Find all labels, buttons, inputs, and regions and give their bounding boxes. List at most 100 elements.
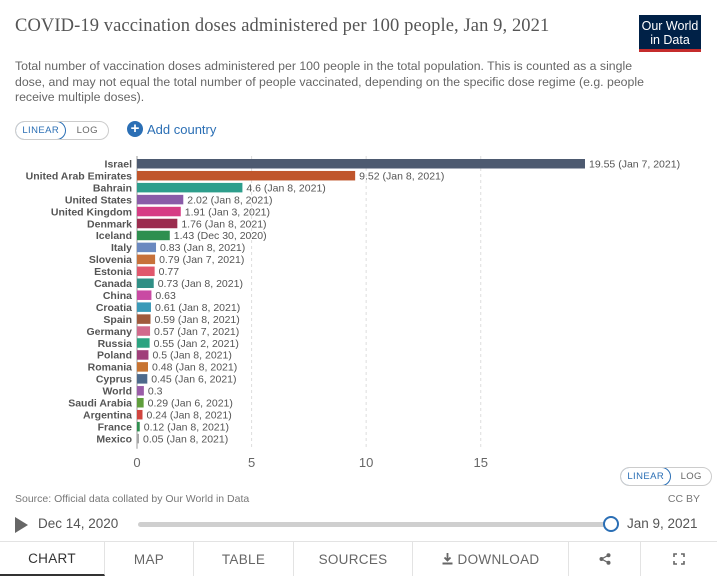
- tab-download-label: DOWNLOAD: [457, 551, 540, 567]
- category-label: Croatia: [96, 302, 132, 314]
- value-label: 9.52 (Jan 8, 2021): [359, 170, 444, 182]
- linear-scale-button[interactable]: LINEAR: [16, 122, 67, 139]
- bar: [137, 278, 154, 288]
- bar: [137, 302, 151, 312]
- bar: [137, 206, 181, 217]
- play-icon[interactable]: [15, 517, 28, 533]
- bar: [137, 194, 184, 205]
- bar: [137, 433, 139, 444]
- timeline-handle[interactable]: [603, 516, 619, 532]
- bar: [137, 218, 178, 229]
- category-label: France: [98, 421, 133, 433]
- category-label: Russia: [98, 338, 133, 350]
- value-label: 0.83 (Jan 8, 2021): [160, 242, 245, 254]
- value-label: 0.57 (Jan 7, 2021): [154, 326, 239, 338]
- value-label: 0.63: [155, 290, 176, 302]
- timeline-start-date[interactable]: Dec 14, 2020: [38, 516, 119, 531]
- bar: [137, 398, 144, 408]
- value-label: 2.02 (Jan 8, 2021): [187, 194, 272, 206]
- value-label: 1.91 (Jan 3, 2021): [185, 206, 270, 218]
- bar: [137, 266, 155, 277]
- license-link[interactable]: CC BY: [667, 493, 700, 505]
- x-tick-label: 15: [473, 455, 487, 470]
- chart-subtitle: Total number of vaccination doses admini…: [15, 59, 644, 104]
- bar: [137, 170, 356, 181]
- value-label: 0.73 (Jan 8, 2021): [158, 278, 243, 290]
- source-note[interactable]: Source: Official data collated by Our Wo…: [15, 493, 250, 505]
- value-label: 0.45 (Jan 6, 2021): [151, 374, 236, 386]
- bar: [137, 326, 151, 336]
- value-label: 4.6 (Jan 8, 2021): [246, 182, 325, 194]
- category-label: Mexico: [96, 433, 132, 445]
- bar-chart: 0 5 10 15 Israel 19.55 (Jan 7, 2021) United Ar…: [26, 156, 680, 470]
- category-label: Israel: [105, 159, 133, 171]
- bar: [137, 242, 157, 253]
- value-label: 0.77: [159, 266, 180, 278]
- scale-toggle[interactable]: LINEAR LOG: [15, 121, 109, 140]
- bar: [137, 409, 143, 420]
- tab-bar: CHART MAP TABLE SOURCES DOWNLOAD: [0, 541, 717, 576]
- axis-log-button[interactable]: LOG: [680, 471, 702, 482]
- bar: [137, 290, 152, 300]
- category-label: Denmark: [87, 218, 132, 230]
- timeline: Dec 14, 2020 Jan 9, 2021: [15, 513, 705, 535]
- category-label: Slovenia: [89, 254, 132, 266]
- category-label: United Arab Emirates: [26, 170, 133, 182]
- fullscreen-icon: [673, 553, 685, 565]
- add-country-label: Add country: [147, 121, 217, 137]
- value-label: 1.76 (Jan 8, 2021): [181, 218, 266, 230]
- bar: [137, 374, 148, 384]
- category-label: Romania: [88, 362, 133, 374]
- logo-line-2: in Data: [650, 33, 690, 47]
- value-label: 0.61 (Jan 8, 2021): [155, 302, 240, 314]
- share-icon: [599, 553, 610, 565]
- bar: [137, 159, 585, 169]
- timeline-end-date[interactable]: Jan 9, 2021: [627, 516, 698, 531]
- bar: [137, 230, 170, 241]
- category-label: Poland: [97, 350, 132, 362]
- category-label: Iceland: [96, 230, 132, 242]
- value-label: 0.29 (Jan 6, 2021): [148, 398, 233, 410]
- value-label: 0.24 (Jan 8, 2021): [146, 409, 231, 421]
- chart-title: COVID-19 vaccination doses administered …: [15, 16, 550, 36]
- value-label: 19.55 (Jan 7, 2021): [589, 159, 680, 171]
- value-label: 0.59 (Jan 8, 2021): [155, 314, 240, 326]
- value-label: 1.43 (Dec 30, 2020): [174, 230, 267, 242]
- tab-chart[interactable]: CHART: [0, 542, 105, 576]
- value-label: 0.79 (Jan 7, 2021): [159, 254, 244, 266]
- log-scale-button[interactable]: LOG: [76, 125, 98, 136]
- x-tick-label: 5: [248, 455, 255, 470]
- value-label: 0.12 (Jan 8, 2021): [144, 421, 229, 433]
- tab-sources[interactable]: SOURCES: [294, 542, 413, 576]
- download-icon: [442, 553, 453, 565]
- plus-icon: +: [127, 121, 143, 137]
- fullscreen-button[interactable]: [641, 542, 717, 576]
- category-label: Cyprus: [96, 374, 132, 386]
- axis-linear-button[interactable]: LINEAR: [621, 468, 672, 485]
- bar: [137, 254, 156, 265]
- value-label: 0.5 (Jan 8, 2021): [152, 350, 231, 362]
- share-button[interactable]: [569, 542, 641, 576]
- category-label: Italy: [111, 242, 132, 254]
- category-label: China: [103, 290, 132, 302]
- axis-scale-toggle[interactable]: LINEAR LOG: [620, 467, 712, 486]
- value-label: 0.48 (Jan 8, 2021): [152, 362, 237, 374]
- bar: [137, 362, 148, 372]
- category-label: United States: [65, 194, 132, 206]
- add-country-button[interactable]: + Add country: [127, 121, 216, 137]
- category-label: Canada: [94, 278, 132, 290]
- category-label: Germany: [86, 326, 132, 338]
- value-label: 0.3: [148, 386, 163, 398]
- value-label: 0.55 (Jan 2, 2021): [154, 338, 239, 350]
- owid-logo[interactable]: Our World in Data: [639, 15, 701, 52]
- tab-table[interactable]: TABLE: [194, 542, 294, 576]
- tab-map[interactable]: MAP: [105, 542, 194, 576]
- logo-line-1: Our World: [641, 19, 699, 33]
- bar: [137, 386, 144, 396]
- category-label: Spain: [103, 314, 132, 326]
- bar: [137, 182, 243, 193]
- bar: [137, 338, 150, 348]
- timeline-track[interactable]: [138, 522, 611, 527]
- category-label: Estonia: [94, 266, 132, 278]
- tab-download[interactable]: DOWNLOAD: [413, 542, 569, 576]
